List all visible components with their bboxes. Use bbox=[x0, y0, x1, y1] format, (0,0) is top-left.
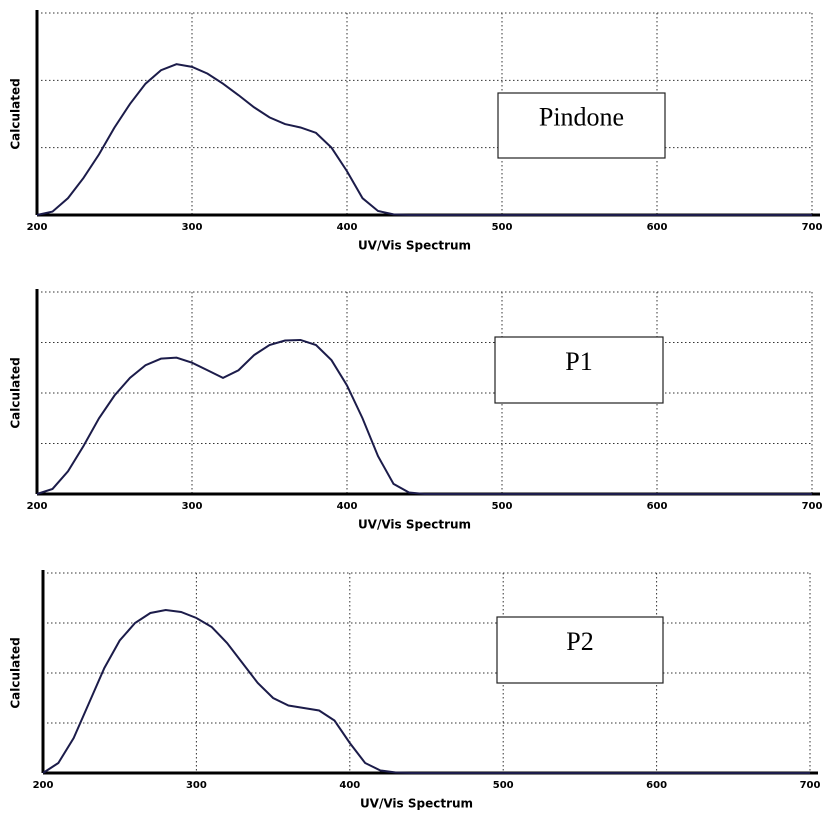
x-tick-label: 400 bbox=[339, 780, 360, 791]
annotation: P1 bbox=[565, 347, 592, 376]
y-axis-title: Calculated bbox=[9, 357, 23, 428]
x-tick-label: 600 bbox=[646, 780, 667, 791]
spectrum-line bbox=[37, 340, 812, 494]
annotation: Pindone bbox=[539, 102, 624, 131]
x-tick-label: 700 bbox=[802, 222, 823, 233]
x-tick-label: 300 bbox=[186, 780, 207, 791]
x-tick-label: 300 bbox=[182, 501, 203, 512]
spectrum-line bbox=[37, 64, 812, 215]
y-axis-title: Calculated bbox=[9, 637, 23, 708]
x-axis-title: UV/Vis Spectrum bbox=[358, 518, 471, 532]
x-tick-label: 700 bbox=[800, 780, 821, 791]
x-tick-label: 500 bbox=[492, 222, 513, 233]
x-axis-title: UV/Vis Spectrum bbox=[360, 797, 473, 811]
spectrum-line bbox=[43, 610, 810, 773]
x-tick-label: 700 bbox=[802, 501, 823, 512]
x-tick-label: 200 bbox=[33, 780, 54, 791]
x-tick-label: 600 bbox=[647, 501, 668, 512]
x-tick-label: 200 bbox=[27, 501, 48, 512]
x-tick-label: 400 bbox=[337, 501, 358, 512]
x-tick-label: 400 bbox=[337, 222, 358, 233]
x-tick-label: 500 bbox=[493, 780, 514, 791]
x-tick-label: 500 bbox=[492, 501, 513, 512]
y-axis-title: Calculated bbox=[9, 78, 23, 149]
x-axis-title: UV/Vis Spectrum bbox=[358, 239, 471, 253]
figure: 200 300 400 500 600 700 UV/Vis Spectrum Calcula… bbox=[0, 0, 824, 813]
annotation: P2 bbox=[566, 627, 593, 656]
x-tick-label: 300 bbox=[182, 222, 203, 233]
x-tick-label: 600 bbox=[647, 222, 668, 233]
x-tick-label: 200 bbox=[27, 222, 48, 233]
